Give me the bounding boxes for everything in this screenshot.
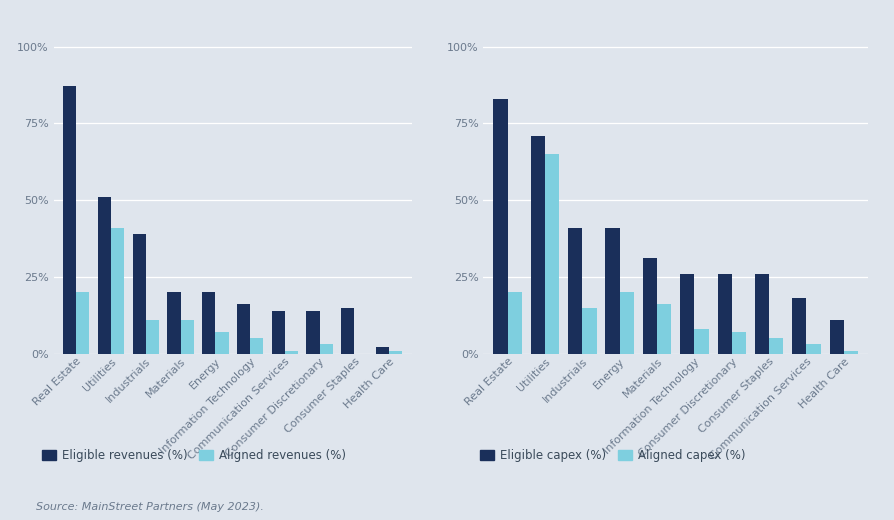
Bar [605, 228, 619, 354]
Bar [63, 86, 76, 354]
Bar [843, 350, 857, 354]
Bar [717, 274, 731, 354]
Bar [694, 329, 708, 354]
Bar [582, 307, 595, 354]
Bar [829, 320, 843, 354]
Legend: Eligible capex (%), Aligned capex (%): Eligible capex (%), Aligned capex (%) [480, 449, 745, 462]
Bar [656, 305, 670, 354]
Bar [768, 338, 782, 354]
Bar [76, 292, 89, 354]
Bar [507, 292, 521, 354]
Bar [132, 234, 146, 354]
Bar [619, 292, 633, 354]
Bar [755, 274, 768, 354]
Bar [544, 154, 559, 354]
Bar [375, 347, 389, 354]
Bar [530, 136, 544, 354]
Bar [249, 338, 263, 354]
Bar [642, 258, 656, 354]
Bar [341, 307, 354, 354]
Bar [306, 310, 319, 354]
Bar [237, 305, 249, 354]
Bar [284, 350, 298, 354]
Bar [731, 332, 745, 354]
Bar [202, 292, 215, 354]
Bar [389, 350, 402, 354]
Bar [805, 344, 820, 354]
Bar [791, 298, 805, 354]
Text: Source: MainStreet Partners (May 2023).: Source: MainStreet Partners (May 2023). [36, 502, 264, 512]
Bar [181, 320, 194, 354]
Bar [97, 197, 111, 354]
Bar [271, 310, 284, 354]
Bar [568, 228, 582, 354]
Bar [111, 228, 124, 354]
Bar [167, 292, 181, 354]
Bar [146, 320, 159, 354]
Bar [319, 344, 333, 354]
Bar [679, 274, 694, 354]
Bar [493, 99, 507, 354]
Legend: Eligible revenues (%), Aligned revenues (%): Eligible revenues (%), Aligned revenues … [42, 449, 346, 462]
Bar [215, 332, 228, 354]
